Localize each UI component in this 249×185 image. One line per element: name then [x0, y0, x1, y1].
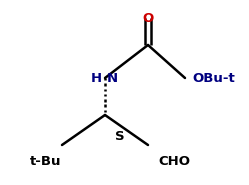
Text: N: N	[107, 71, 118, 85]
Text: CHO: CHO	[158, 155, 190, 168]
Text: O: O	[142, 12, 154, 25]
Text: t-Bu: t-Bu	[30, 155, 62, 168]
Text: S: S	[115, 130, 125, 143]
Text: OBu-t: OBu-t	[192, 71, 235, 85]
Text: H: H	[91, 71, 102, 85]
